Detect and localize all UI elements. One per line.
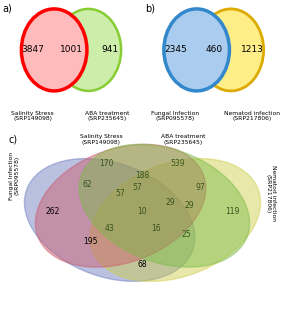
Circle shape [198,9,264,91]
Text: 1001: 1001 [60,46,83,54]
Text: 262: 262 [45,207,59,216]
Text: 941: 941 [101,46,118,54]
Ellipse shape [79,144,250,267]
Text: ABA treatment
(SRP235645): ABA treatment (SRP235645) [85,110,129,121]
Text: 29: 29 [165,198,175,207]
Text: 1213: 1213 [241,46,264,54]
Text: ABA treatment
(SRP235645): ABA treatment (SRP235645) [161,134,206,144]
Text: 57: 57 [132,183,142,193]
Text: 119: 119 [226,207,240,216]
Text: 170: 170 [100,158,114,168]
Text: 539: 539 [171,158,185,168]
Text: b): b) [145,3,155,13]
Text: Nematod infection
(SRP217806): Nematod infection (SRP217806) [266,165,276,221]
Text: 29: 29 [184,201,194,210]
Text: c): c) [9,134,18,144]
Text: 68: 68 [138,260,147,269]
Text: Fungal Infection
(SRP095578): Fungal Infection (SRP095578) [9,151,19,200]
Text: 97: 97 [195,183,205,193]
Text: 2345: 2345 [164,46,187,54]
Text: 43: 43 [105,224,115,233]
Circle shape [21,9,87,91]
Ellipse shape [35,144,206,267]
Text: Nematod infection
(SRP217806): Nematod infection (SRP217806) [224,110,280,121]
Text: 3847: 3847 [21,46,44,54]
Text: 25: 25 [182,230,191,239]
Ellipse shape [90,158,260,281]
Text: 16: 16 [151,224,161,233]
Text: a): a) [3,3,13,13]
Circle shape [56,9,121,91]
Text: 195: 195 [83,237,98,246]
Text: 460: 460 [205,46,222,54]
Ellipse shape [25,158,195,281]
Text: Salinity Stress
(SRP149098): Salinity Stress (SRP149098) [11,110,54,121]
Text: Fungal Infection
(SRP095578): Fungal Infection (SRP095578) [151,110,199,121]
Text: Salinity Stress
(SRP149098): Salinity Stress (SRP149098) [80,134,123,144]
Text: 62: 62 [83,180,93,189]
Text: 10: 10 [138,207,147,216]
Text: 188: 188 [135,171,150,180]
Circle shape [164,9,229,91]
Text: 57: 57 [116,189,125,198]
